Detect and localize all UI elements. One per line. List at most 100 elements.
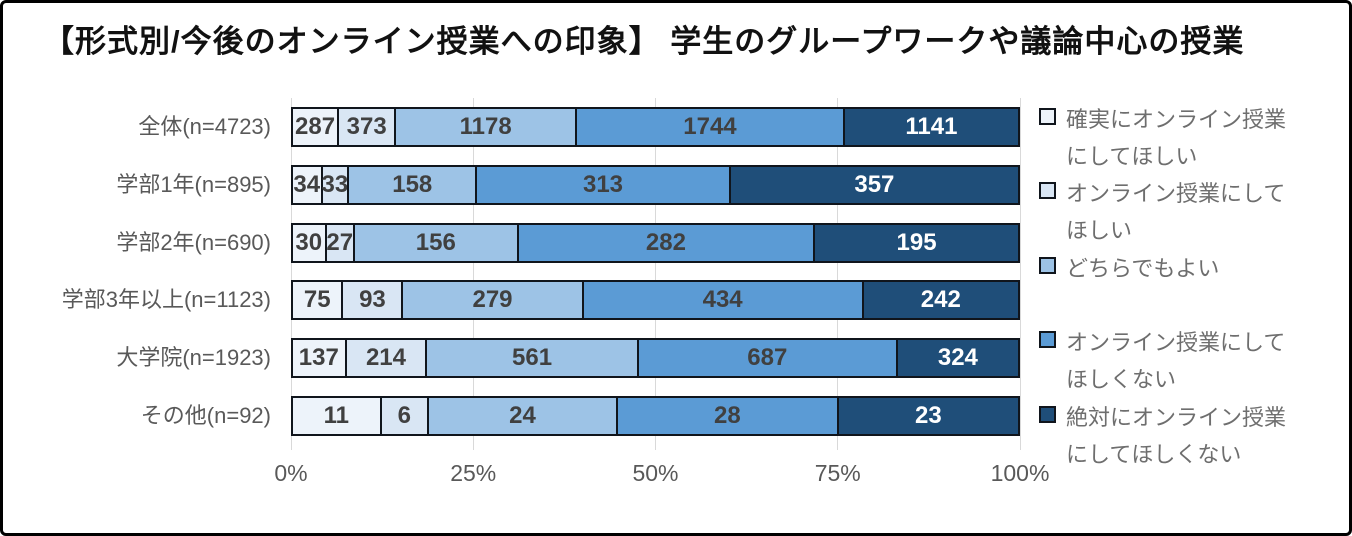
x-tick-label: 50%: [632, 460, 679, 486]
bar-segment: 279: [401, 282, 582, 319]
legend: 確実にオンライン授業にしてほしい オンライン授業にしてほしいどちらでもよいオンライ…: [1039, 101, 1349, 473]
category-label: 学部3年以上(n=1123): [61, 287, 271, 313]
bar-segment: 282: [516, 224, 814, 261]
bar-segment: 33: [320, 166, 349, 203]
bar-value-label: 1178: [459, 113, 512, 140]
bar-segment: 214: [344, 340, 426, 377]
bar-value-label: 373: [346, 113, 387, 140]
gridline: [1019, 98, 1021, 450]
bar-row: 34 33 158 313 357: [291, 164, 1020, 205]
bar-value-label: 1744: [683, 113, 737, 140]
gridline: [837, 98, 839, 450]
bar-value-label: 687: [747, 344, 788, 372]
bar-value-label: 75: [303, 286, 331, 314]
legend-swatch: [1039, 331, 1056, 349]
legend-item: オンライン授業にしてほしい: [1039, 175, 1349, 249]
bar-value-label: 324: [937, 344, 978, 372]
bar-value-label: 434: [702, 286, 743, 314]
bar-segment: 75: [293, 282, 342, 319]
x-tick-label: 75%: [814, 460, 861, 486]
bar-value-label: 357: [854, 170, 895, 198]
chart-title: 【形式別/今後のオンライン授業への印象】 学生のグループワークや議論中心の授業: [43, 24, 1245, 59]
legend-item: どちらでもよい: [1039, 250, 1349, 324]
bar-row: 11 6 24 28 23: [291, 396, 1020, 436]
bar-value-label: 34: [293, 170, 321, 198]
gridline: [290, 98, 292, 450]
category-label: 大学院(n=1923): [116, 345, 271, 371]
bar-value-label: 561: [512, 344, 553, 372]
category-label: 全体(n=4723): [138, 114, 271, 139]
bar-segment: 1141: [842, 109, 1018, 145]
bar-segment: 30: [293, 224, 325, 261]
bar-segment: 195: [813, 224, 1018, 261]
gridline: [472, 98, 474, 450]
bar-segment: 287: [293, 109, 338, 145]
bar-segment: 93: [341, 282, 402, 319]
legend-swatch: [1039, 256, 1056, 274]
bar-value-label: 214: [365, 344, 406, 372]
bar-value-label: 156: [415, 228, 456, 256]
bar-value-label: 279: [472, 286, 513, 314]
bar-segment: 23: [836, 398, 1018, 434]
bar-segment: 1744: [575, 109, 843, 145]
bar-value-label: 137: [298, 344, 339, 372]
bar-segment: 373: [337, 109, 395, 145]
bar-segment: 24: [426, 398, 617, 434]
bar-value-label: 282: [645, 228, 686, 256]
bar-value-label: 1141: [905, 113, 958, 140]
bar-row: 75 93 279 434 242: [291, 280, 1020, 321]
bar-value-label: 287: [295, 113, 336, 140]
bar-row: 287 373 1178 1744 1141: [291, 107, 1020, 147]
x-tick-label: 25%: [450, 460, 497, 486]
category-label: その他(n=92): [140, 403, 271, 428]
legend-swatch: [1039, 182, 1056, 200]
x-axis: 0% 25% 50% 75% 100%: [274, 460, 1049, 494]
bar-row: 30 27 156 282 195: [291, 222, 1020, 263]
x-tick-label: 100%: [990, 460, 1050, 486]
bar-segment: 561: [425, 340, 637, 377]
bar-value-label: 6: [397, 402, 411, 429]
bar-segment: 156: [352, 224, 517, 261]
x-tick-label: 0%: [274, 460, 308, 486]
gridline: [655, 98, 656, 450]
bar-value-label: 313: [582, 170, 624, 198]
bar-row: 137 214 561 687 324: [291, 338, 1020, 379]
bar-value-label: 242: [920, 286, 961, 314]
bar-segment: 357: [728, 166, 1018, 203]
bar-value-label: 27: [326, 228, 354, 256]
bar-segment: 28: [616, 398, 837, 434]
bar-segment: 313: [475, 166, 729, 203]
bar-segment: 687: [636, 340, 896, 377]
legend-item: 絶対にオンライン授業にしてほしくない: [1039, 399, 1349, 473]
bar-segment: 324: [895, 340, 1018, 377]
legend-label: どちらでもよい: [1066, 255, 1220, 281]
category-label: 学部1年(n=895): [116, 171, 271, 197]
bar-value-label: 30: [295, 228, 323, 256]
bar-value-label: 24: [509, 402, 536, 429]
legend-label: 絶対にオンライン授業にしてほしくない: [1066, 404, 1287, 467]
bar-segment: 137: [293, 340, 345, 377]
bar-value-label: 195: [896, 228, 937, 256]
bar-segment: 434: [581, 282, 862, 319]
plot-area: 287 373 1178 1744 1141 34 33 158 313 357 30 27 156 28…: [290, 98, 1021, 450]
legend-label: オンライン授業にしてほしくない: [1066, 330, 1286, 393]
bar-value-label: 11: [323, 402, 350, 429]
legend-label: オンライン授業にしてほしい: [1066, 181, 1286, 244]
bar-value-label: 23: [914, 402, 942, 429]
bar-segment: 1178: [394, 109, 576, 145]
legend-label: 確実にオンライン授業にしてほしい: [1066, 107, 1287, 169]
bar-segment: 34: [293, 166, 321, 203]
bar-value-label: 33: [321, 170, 349, 198]
bar-segment: 27: [324, 224, 354, 261]
legend-item: オンライン授業にしてほしくない: [1039, 324, 1349, 398]
legend-swatch: [1039, 108, 1056, 125]
legend-item: 確実にオンライン授業にしてほしい: [1039, 101, 1349, 175]
bar-value-label: 28: [714, 402, 741, 429]
bar-segment: 158: [347, 166, 476, 203]
category-label: 学部2年(n=690): [116, 229, 271, 255]
bar-segment: 6: [379, 398, 427, 434]
category-axis: 全体(n=4723) 学部1年(n=895) 学部2年(n=690) 学部3年以上(n…: [3, 98, 281, 450]
legend-swatch: [1039, 405, 1056, 423]
bar-value-label: 158: [392, 170, 433, 198]
